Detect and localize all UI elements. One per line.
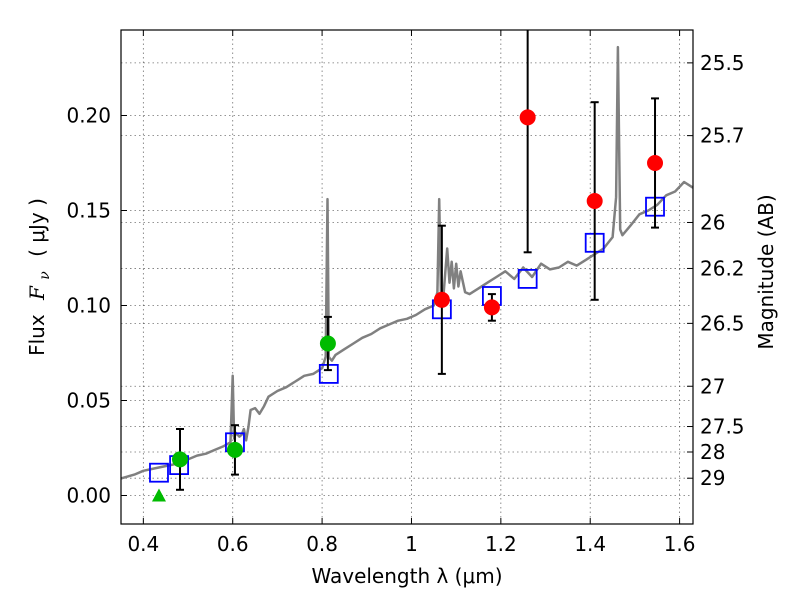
y-axis-title-unit: ( μJy ) bbox=[25, 198, 49, 257]
plot-frame bbox=[120, 29, 694, 525]
x-tick-label: 1.6 bbox=[664, 532, 696, 556]
y-axis-title-prefix: Flux bbox=[25, 314, 49, 356]
magnitude-axis-title: Magnitude (AB) bbox=[754, 194, 778, 349]
nir-data-point bbox=[647, 155, 664, 171]
optical-data-point bbox=[171, 451, 188, 468]
y-tick-label: 0.10 bbox=[66, 294, 111, 318]
y-axis-title-subscript: ν bbox=[37, 271, 53, 280]
magnitude-tick-label: 26 bbox=[700, 210, 725, 234]
y-tick-label: 0.15 bbox=[66, 199, 111, 223]
model-spectrum-line bbox=[120, 45, 694, 480]
magnitude-tick-label: 26.2 bbox=[700, 256, 745, 280]
optical-data-point bbox=[319, 335, 336, 352]
x-tick-label: 1.4 bbox=[574, 532, 606, 556]
optical-data-point bbox=[226, 441, 243, 458]
y-tick-label: 0.00 bbox=[66, 484, 111, 508]
nir-data-point bbox=[586, 193, 603, 209]
magnitude-tick-label: 29 bbox=[700, 466, 725, 490]
x-axis-title: Wavelength λ (μm) bbox=[311, 564, 502, 588]
nir-data-point bbox=[519, 109, 536, 126]
y-tick-label: 0.05 bbox=[66, 389, 111, 413]
x-tick-label: 1 bbox=[405, 532, 418, 556]
axis-ticks: 0.4 0.6 0.8 1 1.2 1.4 1.6 0.00 0.05 0.10 0.15 0.20 2… bbox=[66, 30, 745, 556]
x-tick-label: 0.6 bbox=[217, 532, 249, 556]
model-photometry-square bbox=[149, 462, 169, 483]
nir-data-point bbox=[433, 291, 450, 308]
y-tick-label: 0.20 bbox=[66, 104, 111, 128]
magnitude-tick-label: 27 bbox=[700, 374, 725, 398]
nir-data-point bbox=[483, 299, 500, 316]
y-axis-title: Flux F ν ( μJy ) bbox=[25, 198, 54, 356]
magnitude-tick-label: 25.7 bbox=[700, 124, 745, 148]
magnitude-tick-label: 27.5 bbox=[700, 415, 745, 439]
x-tick-label: 1.2 bbox=[485, 532, 517, 556]
magnitude-tick-label: 26.5 bbox=[700, 311, 745, 335]
x-tick-label: 0.4 bbox=[127, 532, 159, 556]
model-photometry-square bbox=[517, 268, 538, 289]
plot-series bbox=[120, 30, 694, 502]
y-axis-title-symbol: F bbox=[25, 285, 49, 301]
upper-limit-triangle bbox=[151, 488, 166, 502]
x-tick-label: 0.8 bbox=[306, 532, 338, 556]
grid-lines bbox=[121, 30, 693, 524]
magnitude-tick-label: 25.5 bbox=[700, 51, 745, 75]
magnitude-tick-label: 28 bbox=[700, 440, 725, 464]
